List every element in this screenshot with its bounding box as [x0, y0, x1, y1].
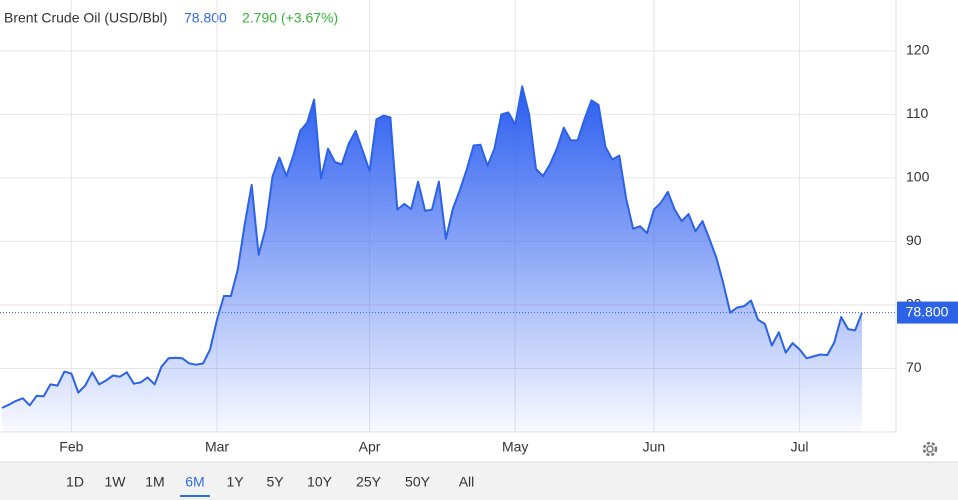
- x-tick-label: Jun: [643, 439, 666, 455]
- header: Brent Crude Oil (USD/Bbl) 78.800 2.790 (…: [0, 0, 896, 432]
- x-tick-label: Apr: [359, 439, 381, 455]
- range-button-label: 5Y: [266, 474, 284, 490]
- range-button-label: 50Y: [405, 474, 431, 490]
- area-fill: [2, 86, 862, 433]
- range-button-label: 10Y: [307, 474, 333, 490]
- x-tick-label: May: [502, 439, 528, 455]
- range-button[interactable]: 10Y: [307, 474, 333, 490]
- range-button[interactable]: 1W: [105, 474, 127, 490]
- toolbar: [0, 462, 958, 500]
- range-button[interactable]: 1M: [145, 474, 164, 490]
- last-price-label: 78.800: [906, 303, 949, 319]
- range-button[interactable]: 6M: [180, 474, 210, 497]
- y-tick-label: 90: [906, 232, 922, 248]
- y-tick-label: 110: [906, 105, 929, 121]
- range-button[interactable]: 5Y: [266, 474, 284, 490]
- price: 78.800: [184, 10, 227, 26]
- range-button[interactable]: 1D: [66, 474, 84, 490]
- range-button[interactable]: 25Y: [356, 474, 382, 490]
- range-button-label: 1Y: [226, 474, 244, 490]
- price-line: [1, 85, 863, 409]
- range-button-label: 1M: [145, 474, 164, 490]
- x-tick-label: Mar: [205, 439, 229, 455]
- settings-icon[interactable]: [922, 441, 938, 457]
- range-button-label: 25Y: [356, 474, 382, 490]
- range-button-label: 1D: [66, 474, 84, 490]
- y-tick-label: 120: [906, 42, 930, 58]
- x-tick-label: Jul: [791, 439, 809, 455]
- last-price-tag: [897, 301, 958, 324]
- range-button-label: 6M: [185, 474, 204, 490]
- range-button[interactable]: 50Y: [405, 474, 431, 490]
- range-button-label: 1W: [105, 474, 127, 490]
- chart-title: Brent Crude Oil (USD/Bbl): [4, 10, 167, 26]
- y-tick-label: 100: [906, 169, 930, 185]
- range-button[interactable]: 1Y: [226, 474, 244, 490]
- range-button[interactable]: All: [459, 474, 475, 490]
- y-tick-label: 70: [906, 359, 922, 375]
- x-tick-label: Feb: [59, 439, 83, 455]
- change: 2.790 (+3.67%): [242, 10, 338, 26]
- range-button-label: All: [459, 474, 475, 490]
